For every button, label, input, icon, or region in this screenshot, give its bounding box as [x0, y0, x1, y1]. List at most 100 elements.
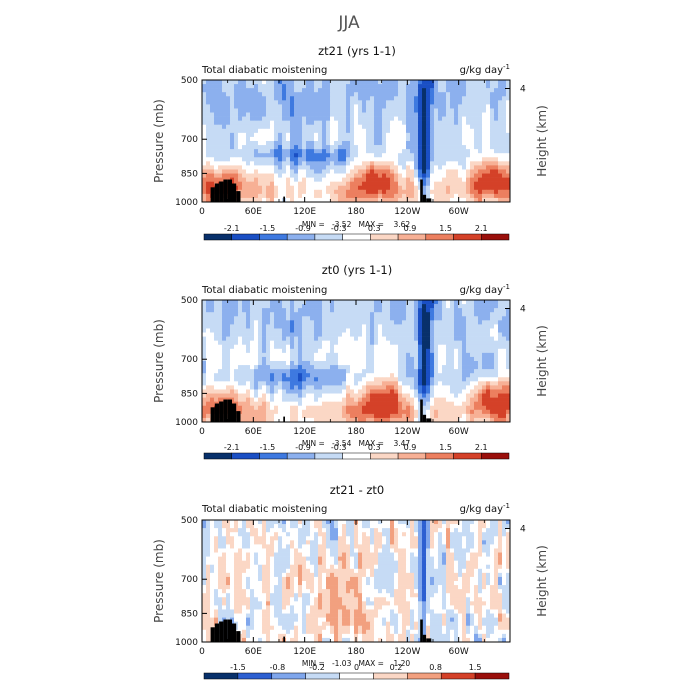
field-cell [314, 348, 319, 354]
field-cell [298, 132, 303, 138]
field-cell [314, 356, 319, 362]
field-cell [262, 320, 267, 325]
field-cell [450, 165, 455, 170]
field-cell [458, 193, 463, 199]
field-cell [382, 409, 387, 415]
field-cell [498, 373, 503, 378]
field-cell [466, 136, 471, 142]
field-cell [310, 153, 315, 158]
field-cell [282, 352, 287, 358]
field-cell [342, 96, 347, 101]
field-cell [354, 96, 359, 101]
field-cell [290, 116, 295, 121]
field-cell [394, 369, 399, 374]
field-cell [446, 80, 451, 85]
field-cell [454, 136, 459, 142]
field-cell [294, 369, 299, 374]
field-cell [494, 300, 499, 305]
field-cell [258, 524, 263, 529]
field-cell [370, 320, 375, 325]
field-cell [326, 413, 331, 419]
field-cell [338, 173, 343, 178]
field-cell [302, 377, 307, 382]
field-cell [270, 405, 275, 411]
field-cell [382, 92, 387, 97]
field-cell [234, 104, 239, 109]
field-cell [378, 389, 383, 394]
panel-1-title: zt21 (yrs 1-1) [318, 44, 396, 58]
field-cell [434, 524, 439, 529]
field-cell [486, 340, 491, 346]
field-cell [354, 132, 359, 138]
field-cell [418, 417, 423, 423]
field-cell [294, 520, 299, 525]
field-cell [262, 316, 267, 321]
field-cell [406, 181, 411, 187]
field-cell [482, 320, 487, 325]
field-cell [374, 136, 379, 142]
field-cell [202, 320, 207, 325]
field-cell [258, 161, 263, 166]
field-cell [318, 528, 323, 533]
field-cell [258, 149, 263, 154]
field-cell [222, 124, 227, 130]
field-cell [466, 369, 471, 374]
field-cell [450, 100, 455, 105]
field-cell [462, 120, 467, 126]
field-cell [302, 344, 307, 350]
field-cell [430, 173, 435, 178]
field-cell [278, 524, 283, 529]
field-cell [406, 356, 411, 362]
field-cell [494, 316, 499, 321]
field-cell [298, 100, 303, 105]
field-cell [482, 165, 487, 170]
field-cell [358, 165, 363, 170]
field-cell [238, 124, 243, 130]
field-cell [326, 149, 331, 154]
field-cell [494, 112, 499, 117]
field-cell [370, 340, 375, 346]
field-cell [458, 365, 463, 370]
field-cell [294, 165, 299, 170]
field-cell [506, 128, 511, 134]
field-cell [294, 189, 299, 195]
field-cell [470, 381, 475, 386]
field-cell [274, 165, 279, 170]
field-cell [422, 348, 427, 354]
field-cell [446, 145, 451, 150]
field-cell [446, 361, 451, 366]
field-cell [410, 112, 415, 117]
field-cell [470, 316, 475, 321]
field-cell [438, 112, 443, 117]
field-cell [222, 324, 227, 329]
field-cell [314, 132, 319, 138]
field-cell [234, 385, 239, 390]
field-cell [322, 149, 327, 154]
field-cell [374, 92, 379, 97]
field-cell [246, 524, 251, 529]
field-cell [426, 524, 431, 529]
field-cell [338, 397, 343, 402]
field-cell [226, 365, 231, 370]
field-cell [202, 120, 207, 126]
field-cell [498, 149, 503, 154]
field-cell [206, 413, 211, 419]
field-cell [434, 365, 439, 370]
field-cell [406, 177, 411, 182]
field-cell [506, 149, 511, 154]
field-cell [350, 373, 355, 378]
field-cell [294, 528, 299, 533]
field-cell [278, 381, 283, 386]
colorbar-label: -1.5 [260, 443, 276, 452]
field-cell [222, 377, 227, 382]
field-cell [350, 132, 355, 138]
field-cell [242, 161, 247, 166]
field-cell [262, 405, 267, 411]
field-cell [370, 124, 375, 130]
field-cell [298, 316, 303, 321]
field-cell [498, 193, 503, 199]
field-cell [266, 373, 271, 378]
field-cell [206, 189, 211, 195]
field-cell [454, 381, 459, 386]
field-cell [398, 413, 403, 419]
